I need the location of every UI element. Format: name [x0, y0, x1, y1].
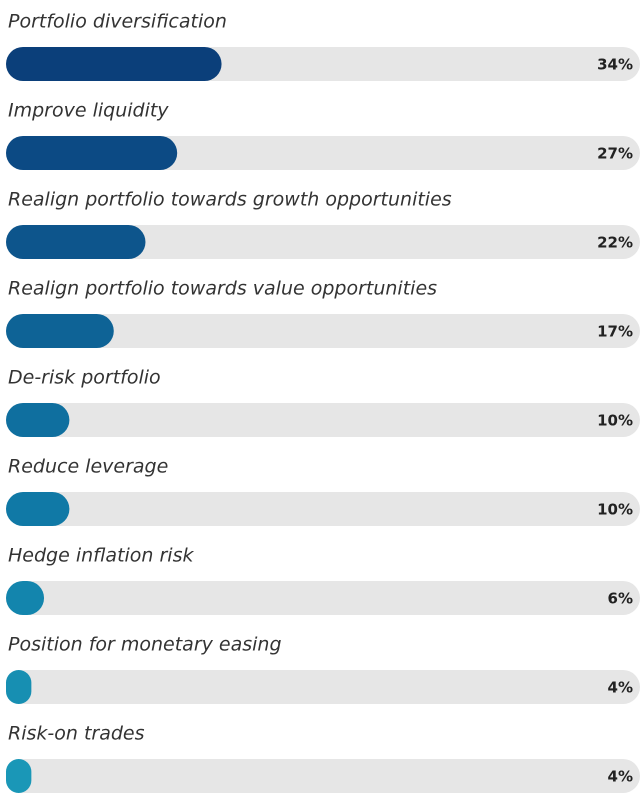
track — [6, 581, 640, 615]
bar — [6, 492, 70, 526]
category-label: Position for monetary easing — [8, 634, 282, 656]
bar — [6, 47, 222, 81]
category-label: Portfolio diversification — [8, 11, 227, 33]
track — [6, 225, 640, 259]
track — [6, 403, 640, 437]
bar — [6, 403, 70, 437]
bar — [6, 314, 114, 348]
track — [6, 759, 640, 793]
value-label: 17% — [597, 323, 633, 341]
value-label: 27% — [597, 145, 633, 163]
value-label: 10% — [597, 501, 633, 519]
value-label: 6% — [608, 590, 633, 608]
bar — [6, 136, 178, 170]
bar — [6, 581, 45, 615]
category-label: Reduce leverage — [8, 456, 168, 478]
bar — [6, 225, 146, 259]
value-label: 34% — [597, 56, 633, 74]
category-label: De-risk portfolio — [8, 367, 161, 389]
category-label: Improve liquidity — [8, 100, 169, 122]
bar — [6, 759, 32, 793]
category-label: Hedge inflation risk — [8, 545, 194, 567]
value-label: 4% — [608, 768, 633, 786]
bar — [6, 670, 32, 704]
value-label: 4% — [608, 679, 633, 697]
track — [6, 492, 640, 526]
track — [6, 314, 640, 348]
value-label: 10% — [597, 412, 633, 430]
category-label: Realign portfolio towards value opportun… — [8, 278, 437, 300]
category-label: Realign portfolio towards growth opportu… — [8, 189, 452, 211]
category-label: Risk-on trades — [8, 723, 145, 745]
value-label: 22% — [597, 234, 633, 252]
track — [6, 670, 640, 704]
